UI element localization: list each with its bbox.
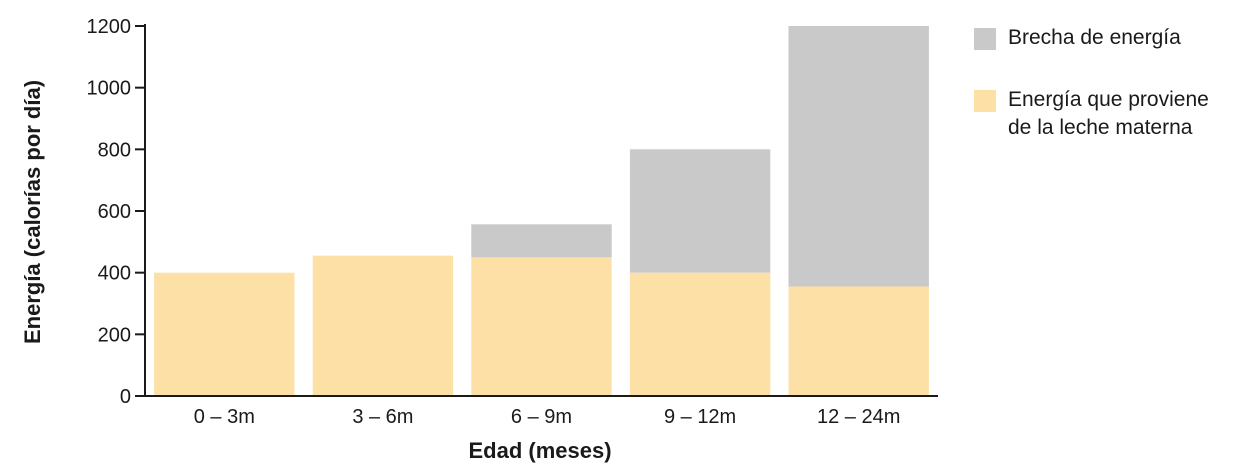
y-tick-label: 800 [98, 139, 131, 161]
bar-breast-milk-1 [154, 272, 295, 396]
bar-breast-milk-3 [471, 257, 612, 397]
legend-item-energy-gap: Brecha de energía [974, 24, 1224, 52]
bar-breast-milk-5 [788, 286, 929, 396]
y-tick-label: 0 [120, 386, 131, 408]
bars-layer [154, 26, 929, 397]
x-axis-title: Edad (meses) [468, 438, 611, 463]
legend-swatch-energy-gap [974, 28, 996, 50]
x-tick-label: 9 – 12m [664, 406, 736, 428]
legend-label-energy-gap: Brecha de energía [1008, 26, 1181, 49]
x-tick-label: 0 – 3m [194, 406, 255, 428]
y-tick-label: 1000 [87, 78, 132, 100]
y-tick-label: 400 [98, 263, 131, 285]
x-tick-label: 3 – 6m [352, 406, 413, 428]
bar-energy-gap-5 [788, 26, 929, 287]
axes-layer: 0 – 3m 3 – 6m 6 – 9m 9 – 12m 12 – 24m 0 200 400… [87, 16, 938, 428]
y-tick-label: 1200 [87, 16, 132, 38]
legend: Brecha de energía Energía que proviene d… [974, 24, 1224, 176]
x-tick-label: 12 – 24m [817, 406, 900, 428]
legend-label-breast-milk: Energía que proviene de la leche materna [1008, 88, 1209, 139]
x-tick-label: 6 – 9m [511, 406, 572, 428]
bar-breast-milk-4 [629, 272, 771, 396]
bar-breast-milk-2 [312, 255, 454, 396]
legend-item-breast-milk: Energía que proviene de la leche materna [974, 86, 1224, 142]
y-axis-title: Energía (calorías por día) [20, 80, 45, 344]
y-tick-label: 600 [98, 201, 131, 223]
bar-energy-gap-3 [471, 224, 612, 258]
bar-energy-gap-4 [629, 149, 771, 273]
legend-swatch-breast-milk [974, 90, 996, 112]
stacked-bar-chart: 0 – 3m 3 – 6m 6 – 9m 9 – 12m 12 – 24m 0 200 400… [20, 16, 938, 463]
y-tick-label: 200 [98, 324, 131, 346]
